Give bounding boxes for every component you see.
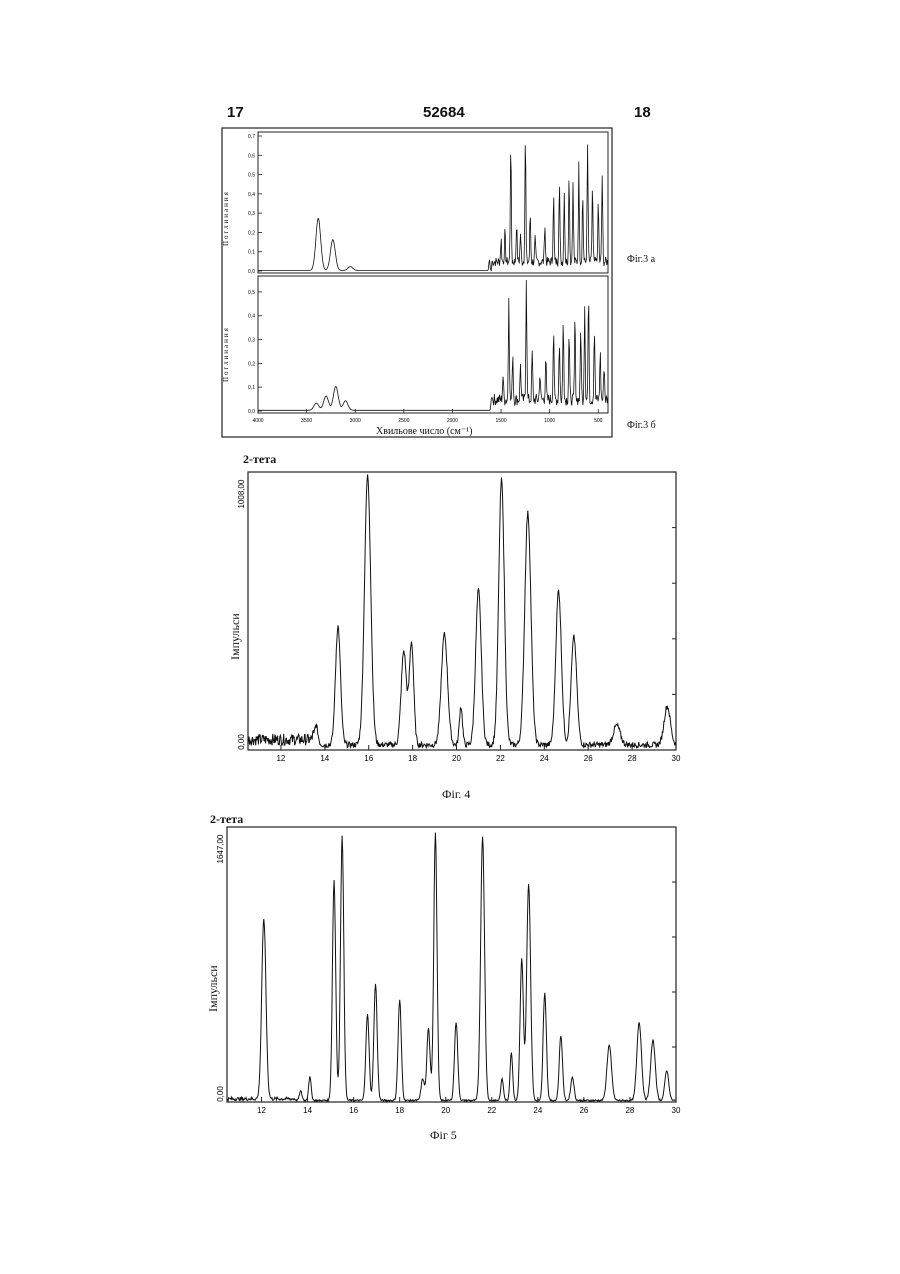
fig5-y-axis-label: Імпульси — [206, 965, 221, 1012]
fig4-pattern-line — [248, 474, 676, 747]
fig5-x-tick-label: 22 — [487, 1106, 496, 1115]
fig3a-y-tick-label: 0,1 — [248, 250, 255, 256]
fig5-x-tick-label: 28 — [625, 1106, 634, 1115]
fig5-x-tick-label: 20 — [441, 1106, 450, 1115]
fig4-chart: 12 14 16 18 20 22 24 26 28 30 1008,00 0,00 — [0, 450, 900, 780]
fig3a-plot-frame — [258, 132, 608, 273]
fig5-x-tick-label: 12 — [257, 1106, 266, 1115]
fig3a-y-tick-label: 0,0 — [248, 269, 255, 275]
fig4-x-tick-label: 30 — [672, 754, 681, 763]
fig4-y-axis-label: Імпульси — [228, 613, 243, 660]
fig3b-y-axis-label: Поглинання — [222, 326, 230, 382]
fig3a-caption: Фіг.3 а — [627, 254, 655, 265]
fig3b-y-tick-label: 0,5 — [248, 290, 255, 296]
fig5-x-tick-label: 24 — [533, 1106, 542, 1115]
fig3a-y-tick-label: 0,5 — [248, 173, 255, 179]
fig4-x-tick-label: 20 — [452, 754, 461, 763]
fig3-x-tick-label: 3500 — [301, 418, 312, 424]
fig3-x-tick-label: 2500 — [398, 418, 409, 424]
fig4-caption: Фіг. 4 — [442, 787, 470, 802]
fig5-y-min-label: 0,00 — [216, 1086, 225, 1102]
fig3-x-tick-label: 3000 — [350, 418, 361, 424]
fig5-y-max-label: 1647,00 — [216, 834, 225, 863]
fig3a-spectrum-line — [258, 145, 608, 271]
fig4-x-tick-label: 18 — [408, 754, 417, 763]
fig5-chart: 12 14 16 18 20 22 24 26 28 30 1647,00 0,00 — [0, 815, 900, 1135]
fig3a-y-axis-label: Поглинання — [222, 190, 230, 246]
fig4-x-tick-label: 28 — [628, 754, 637, 763]
fig4-plot-frame — [248, 472, 676, 750]
fig3a-y-tick-label: 0,6 — [248, 153, 255, 159]
fig3-x-tick-label: 2000 — [447, 418, 458, 424]
fig3b-caption: Фіг.3 б — [627, 420, 656, 431]
fig4-x-tick-label: 14 — [320, 754, 329, 763]
fig3b-y-tick-label: 0,4 — [248, 314, 255, 320]
fig3a-y-tick-label: 0,4 — [248, 192, 255, 198]
fig3-x-axis-label: Хвильове число (см⁻¹) — [376, 426, 472, 437]
fig3a-y-tick-label: 0,7 — [248, 134, 255, 140]
fig3b-y-tick-label: 0,2 — [248, 361, 255, 367]
fig3a-y-tick-label: 0,3 — [248, 211, 255, 217]
fig4-x-tick-label: 22 — [496, 754, 505, 763]
fig4-x-tick-label: 24 — [540, 754, 549, 763]
fig3b-spectrum-line — [258, 280, 608, 410]
fig4-y-max-label: 1008,00 — [237, 479, 246, 508]
fig3b-y-tick-label: 0,0 — [248, 409, 255, 415]
fig3-xlabel-text: Хвильове число — [376, 426, 444, 437]
fig3b-y-tick-label: 0,3 — [248, 338, 255, 344]
fig4-x-tick-label: 12 — [276, 754, 285, 763]
fig3a-y-tick-label: 0,2 — [248, 230, 255, 236]
fig5-x-tick-label: 14 — [303, 1106, 312, 1115]
fig3-x-tick-label: 1000 — [544, 418, 555, 424]
fig5-plot-frame — [227, 827, 676, 1102]
fig5-x-tick-label: 30 — [672, 1106, 681, 1115]
fig3-xunit-text: (см⁻¹) — [447, 426, 473, 437]
fig3-x-tick-label: 1500 — [495, 418, 506, 424]
fig3-x-tick-label: 4000 — [252, 418, 263, 424]
fig5-x-tick-label: 16 — [349, 1106, 358, 1115]
fig3-outer-frame — [222, 128, 612, 437]
fig5-pattern-line — [227, 833, 676, 1102]
fig3b-plot-frame — [258, 276, 608, 413]
fig3-chart: 0,0 0,1 0,2 0,3 0,4 0,5 0,6 0,7 0,0 0,1 0,2 0,3 0,4 0… — [0, 0, 900, 460]
fig5-x-tick-label: 18 — [395, 1106, 404, 1115]
fig5-caption: Фіг 5 — [430, 1128, 457, 1143]
fig4-x-tick-label: 16 — [364, 754, 373, 763]
fig5-x-tick-label: 26 — [579, 1106, 588, 1115]
fig4-y-min-label: 0,00 — [237, 734, 246, 750]
fig3-x-tick-label: 500 — [594, 418, 603, 424]
fig4-x-tick-label: 26 — [584, 754, 593, 763]
fig3b-y-tick-label: 0,1 — [248, 385, 255, 391]
